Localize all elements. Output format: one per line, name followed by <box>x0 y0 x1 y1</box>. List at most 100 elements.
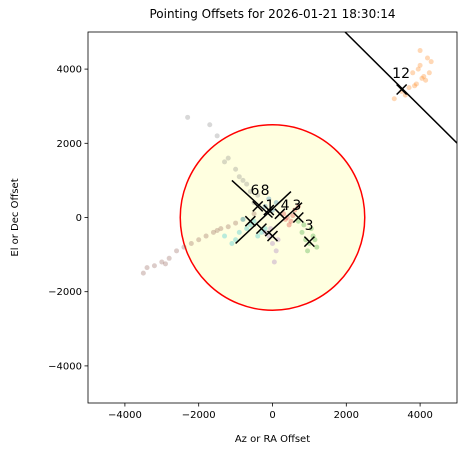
x-tick-label: 0 <box>269 410 275 421</box>
scatter-point <box>251 218 257 224</box>
y-tick-label: −4000 <box>48 361 82 372</box>
scatter-point <box>225 224 231 230</box>
scatter-point <box>308 226 314 232</box>
offset-line <box>235 190 292 245</box>
scatter-point <box>159 259 165 265</box>
x-tick-label: 2000 <box>334 410 359 421</box>
scatter-point <box>262 226 268 232</box>
scatter-point <box>229 240 235 246</box>
scatter-point <box>421 74 427 80</box>
scatter-point <box>244 226 250 232</box>
center-marker <box>255 223 267 235</box>
center-marker <box>396 83 408 96</box>
scatter-point <box>222 159 228 165</box>
scatter-point <box>251 211 257 217</box>
scatter-point <box>270 240 275 246</box>
annotation: 4 <box>281 198 290 214</box>
scatter-point <box>424 55 430 61</box>
y-tick-label: 2000 <box>57 139 82 150</box>
scatter-point <box>419 75 425 81</box>
y-tick-label: −2000 <box>48 287 82 298</box>
scatter-point <box>162 261 168 267</box>
offset-line <box>231 179 274 219</box>
y-tick-label: 0 <box>76 213 82 224</box>
scatter-point <box>214 227 220 233</box>
offset-line <box>264 202 303 237</box>
scatter-point <box>166 255 172 261</box>
scatter-point <box>286 222 292 228</box>
scatter-point <box>415 66 421 72</box>
annotation: 1 <box>265 198 274 214</box>
scatter-point <box>233 220 239 226</box>
scatter-point <box>426 70 432 76</box>
scatter-point <box>233 237 239 243</box>
scatter-point <box>181 244 187 250</box>
scatter-point <box>240 216 246 222</box>
offset-line <box>344 32 457 144</box>
scatter-point <box>233 166 239 172</box>
scatter-point <box>413 81 419 87</box>
scatter-point <box>295 218 301 224</box>
center-marker <box>244 215 256 227</box>
scatter-point <box>266 196 272 202</box>
scatter-point <box>174 248 180 254</box>
scatter-point <box>299 229 305 235</box>
annotation: 8 <box>261 183 270 199</box>
scatter-point <box>281 211 287 217</box>
axes: −4000 −2000 0 2000 4000 −4000 −2000 0 2000 4000 <box>48 65 433 421</box>
scatter-point <box>240 177 246 183</box>
scatter-point <box>185 114 191 120</box>
scatter-point <box>255 233 261 239</box>
scatter-point <box>247 189 253 195</box>
x-axis-label: Az or RA Offset <box>235 434 310 445</box>
center-marker <box>274 208 286 220</box>
scatter-point <box>188 240 194 246</box>
scatter-point <box>214 133 220 139</box>
center-marker <box>263 204 275 216</box>
y-tick-label: 4000 <box>57 65 82 76</box>
scatter-point <box>410 70 416 76</box>
scatter-point <box>314 244 320 250</box>
scatter-point <box>305 248 311 254</box>
scatter-point <box>290 213 296 219</box>
chart-title: Pointing Offsets for 2026-01-21 18:30:14 <box>149 7 395 21</box>
scatter-point <box>258 229 264 235</box>
annotation: 12 <box>392 66 410 82</box>
scatter-point <box>288 218 294 224</box>
scatter-point <box>406 85 412 91</box>
x-tick-label: 4000 <box>407 410 432 421</box>
center-marker <box>292 211 304 224</box>
scatter-point <box>428 59 434 65</box>
scatter-point <box>312 237 318 243</box>
scatter-point <box>222 233 228 239</box>
annotation: 3 <box>292 198 301 214</box>
scatter-point <box>196 237 202 243</box>
scatter-point <box>236 174 242 180</box>
y-axis-label: El or Dec Offset <box>10 178 21 256</box>
scatter-point <box>203 233 209 239</box>
scatter-point <box>244 181 250 187</box>
scatter-point <box>391 96 397 102</box>
center-marker <box>252 200 264 212</box>
scatter-point <box>273 248 279 254</box>
annotation: 3 <box>305 218 314 234</box>
scatter-point <box>247 222 253 228</box>
scatter-point <box>255 192 261 198</box>
scatter-point <box>236 229 242 235</box>
annotation: 6 <box>251 183 260 199</box>
scatter-point <box>271 259 277 265</box>
scatter-point <box>210 229 216 235</box>
plot-area: 12 6 81 4 33 <box>140 32 457 311</box>
center-marker <box>266 230 279 242</box>
x-tick-label: −4000 <box>108 410 142 421</box>
scatter-point <box>218 226 224 232</box>
x-tick-label: −2000 <box>182 410 216 421</box>
scatter-point <box>151 263 157 269</box>
scatter-point <box>417 62 423 68</box>
scatter-point <box>207 122 213 128</box>
scatter-point <box>225 155 231 161</box>
scatter-point <box>417 48 423 54</box>
scatter-point <box>240 216 246 222</box>
